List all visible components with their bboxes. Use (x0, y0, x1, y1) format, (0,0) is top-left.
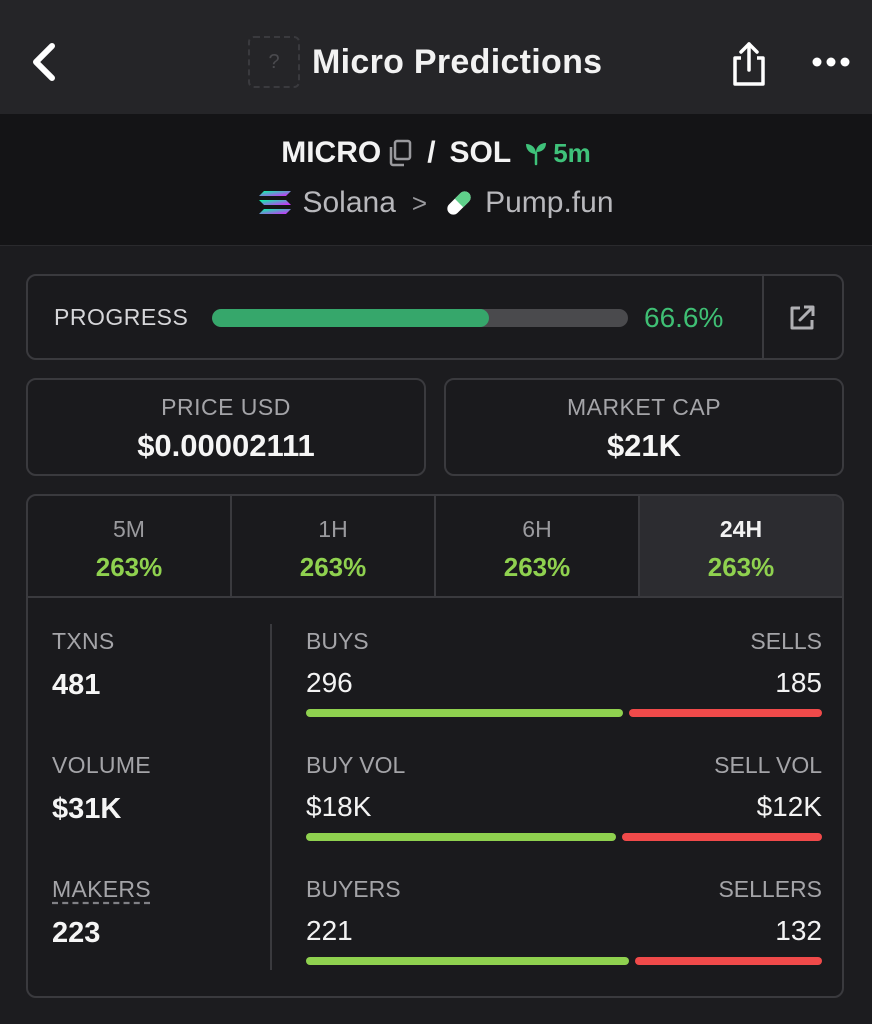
progress-bar (212, 309, 628, 327)
buy-vol-label: BUY VOL (306, 752, 406, 778)
sellers-label: SELLERS (718, 876, 822, 902)
header-title-group: ? Micro Predictions (248, 36, 602, 88)
external-link-icon[interactable] (786, 302, 818, 334)
volume-metric: VOLUME $31K (52, 752, 151, 826)
price-usd-card: PRICE USD $0.00002111 (26, 378, 426, 476)
txns-label: TXNS (52, 628, 115, 654)
more-dots-icon[interactable] (810, 50, 852, 74)
buyers-value: 221 (306, 915, 353, 946)
timeframe-tabs: 5M 263% 1H 263% 6H 263% 24H 263% (28, 496, 842, 598)
volume-label: VOLUME (52, 752, 151, 778)
txns-metric: TXNS 481 (52, 628, 115, 702)
tab-24h[interactable]: 24H 263% (640, 496, 842, 596)
market-cap-card: MARKET CAP $21K (444, 378, 844, 476)
breadcrumb-separator: > (411, 187, 428, 218)
token-image-placeholder: ? (248, 36, 300, 88)
seedling-icon (526, 143, 547, 166)
buy-vol-value: $18K (306, 791, 372, 822)
buy-sell-volume-split: BUY VOL SELL VOL $18K $12K (306, 752, 822, 841)
dex-link[interactable]: Pump.fun (443, 186, 614, 220)
txns-value: 481 (52, 669, 101, 701)
progress-label: PROGRESS (54, 304, 189, 330)
sells-value: 185 (775, 667, 822, 698)
tab-label: 1H (318, 516, 348, 542)
sells-bar-segment (629, 709, 822, 717)
buys-bar-segment (306, 709, 624, 717)
pair-age: 5m (523, 138, 591, 169)
price-usd-value: $0.00002111 (137, 428, 315, 463)
volume-value: $31K (52, 793, 122, 825)
page-title: Micro Predictions (312, 42, 603, 81)
tab-change-value: 263% (707, 552, 775, 582)
tab-1h[interactable]: 1H 263% (232, 496, 436, 596)
buy-vol-bar-segment (306, 833, 616, 841)
pair-age-value: 5m (553, 137, 591, 168)
pair-info: MICRO / SOL 5m (0, 114, 872, 246)
tab-6h[interactable]: 6H 263% (436, 496, 640, 596)
buyers-sellers-bar (306, 957, 822, 965)
pill-icon (447, 191, 471, 215)
progress-bar-fill (212, 309, 490, 327)
progress-percent: 66.6% (644, 302, 724, 333)
buys-sells-bar (306, 709, 822, 717)
tab-label: 6H (522, 516, 552, 542)
tab-label: 5M (113, 516, 145, 542)
price-usd-label: PRICE USD (161, 394, 291, 420)
tab-label: 24H (719, 516, 763, 542)
trading-stats-card: 5M 263% 1H 263% 6H 263% 24H 263% TXNS 48… (26, 494, 844, 998)
buyers-label: BUYERS (306, 876, 401, 902)
chain-link[interactable]: Solana (258, 186, 396, 220)
dex-name: Pump.fun (485, 186, 614, 219)
buys-value: 296 (306, 667, 353, 698)
makers-metric[interactable]: MAKERS 223 (52, 876, 151, 950)
tab-change-value: 263% (95, 552, 163, 582)
buys-label: BUYS (306, 628, 369, 654)
sellers-bar-segment (635, 957, 822, 965)
sell-vol-bar-segment (621, 833, 822, 841)
share-icon[interactable] (728, 40, 770, 88)
sells-label: SELLS (750, 628, 822, 654)
makers-label[interactable]: MAKERS (52, 876, 151, 902)
copy-icon[interactable] (387, 139, 413, 167)
buys-sells-split: BUYS SELLS 296 185 (306, 628, 822, 717)
makers-value: 223 (52, 917, 101, 949)
sell-vol-value: $12K (756, 791, 822, 822)
buyers-bar-segment (306, 957, 630, 965)
back-chevron-icon[interactable] (24, 38, 64, 86)
sell-vol-label: SELL VOL (714, 752, 822, 778)
pair-row: MICRO / SOL 5m (0, 136, 872, 170)
quote-symbol: SOL (449, 136, 512, 169)
sellers-value: 132 (775, 915, 822, 946)
chain-row: Solana > Pump.fun (0, 186, 872, 220)
pair-slash: / (427, 136, 436, 169)
tab-change-value: 263% (503, 552, 571, 582)
progress-divider (762, 276, 764, 358)
market-cap-label: MARKET CAP (566, 394, 722, 420)
buyers-sellers-split: BUYERS SELLERS 221 132 (306, 876, 822, 965)
market-cap-value: $21K (606, 428, 682, 463)
buy-sell-volume-bar (306, 833, 822, 841)
solana-icon (259, 191, 292, 214)
tab-change-value: 263% (299, 552, 367, 582)
base-symbol: MICRO (281, 136, 382, 169)
bonding-progress-card: PROGRESS 66.6% (26, 274, 844, 360)
chain-name: Solana (302, 186, 396, 219)
app-header: ? Micro Predictions (0, 0, 872, 114)
tab-5m[interactable]: 5M 263% (28, 496, 232, 596)
stats-divider (270, 624, 272, 970)
